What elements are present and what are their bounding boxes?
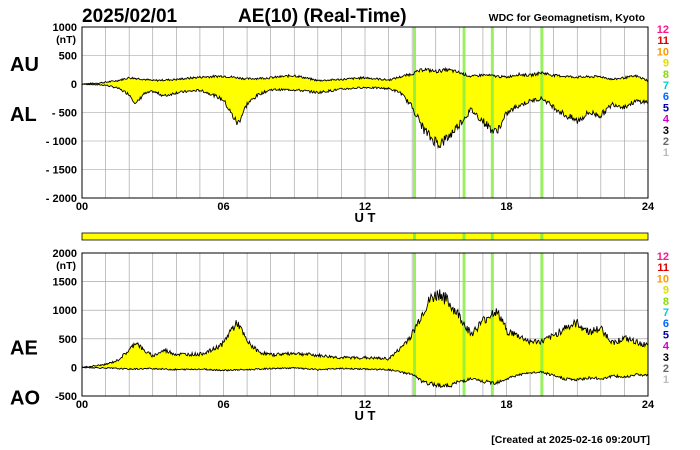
station-number: 6 <box>663 91 669 103</box>
series-line-ao <box>81 366 649 388</box>
date-label: 2025/02/01 <box>82 6 178 27</box>
title-label: AE(10) (Real-Time) <box>238 6 407 27</box>
area-fill <box>82 289 648 388</box>
station-number: 7 <box>663 80 669 92</box>
station-number: 10 <box>657 46 669 58</box>
data-gap-mark <box>413 253 417 396</box>
station-number: 11 <box>657 262 669 274</box>
strip-gap-mark <box>490 233 494 240</box>
data-gap-mark <box>540 27 544 198</box>
y-tick-label: 1500 <box>53 277 77 289</box>
data-availability-strip <box>81 232 649 241</box>
station-number: 9 <box>663 285 669 297</box>
station-number: 1 <box>663 374 669 386</box>
x-tick-label: 24 <box>642 201 655 213</box>
station-number: 5 <box>663 102 669 114</box>
created-label: [Created at 2025-02-16 09:20UT] <box>491 434 650 446</box>
station-number: 11 <box>657 35 669 47</box>
series-label-au: AU <box>10 54 39 76</box>
x-tick-label: 24 <box>642 399 655 411</box>
x-tick-label: 18 <box>500 201 512 213</box>
series-label-ao: AO <box>10 387 40 409</box>
station-number: 9 <box>663 58 669 70</box>
data-gap-mark <box>462 27 466 198</box>
data-gap-mark <box>490 253 494 396</box>
area-fill <box>82 68 648 148</box>
series-line-au <box>81 66 649 85</box>
y-unit-label: (nT) <box>56 34 76 46</box>
strip-gap-mark <box>413 233 417 240</box>
y-tick-label: - 1500 <box>46 165 77 177</box>
station-number: 3 <box>663 352 669 364</box>
y-tick-label: - 500 <box>52 108 77 120</box>
station-number: 8 <box>663 69 669 81</box>
station-number: 10 <box>657 273 669 285</box>
station-number: 4 <box>663 341 670 353</box>
station-number: 2 <box>663 363 669 375</box>
y-tick-label: - 1000 <box>46 136 77 148</box>
y-tick-label: 500 <box>59 334 77 346</box>
station-number: 3 <box>663 125 669 137</box>
x-tick-label: 12 <box>359 399 371 411</box>
data-gap-mark <box>540 253 544 396</box>
y-tick-label: 2000 <box>53 248 77 260</box>
x-tick-label: 06 <box>217 399 229 411</box>
x-tick-label: 00 <box>76 201 88 213</box>
station-number: 7 <box>663 307 669 319</box>
ae-ao-panel: 2000 1500 1000 500 0 -500 (nT) 00 06 12 18 24 U T AE A… <box>10 248 655 423</box>
y-unit-label: (nT) <box>56 260 76 272</box>
y-tick-label: - 2000 <box>46 193 77 205</box>
y-tick-label: 500 <box>59 51 77 63</box>
series-line-ae <box>81 289 649 368</box>
x-tick-label: 12 <box>359 201 371 213</box>
plot-frame <box>81 252 649 397</box>
station-number: 2 <box>663 136 669 148</box>
y-tick-label: 1000 <box>53 22 77 34</box>
y-tick-label: 1000 <box>53 305 77 317</box>
x-axis-label: U T <box>355 210 376 225</box>
x-tick-label: 18 <box>500 399 512 411</box>
x-tick-label: 06 <box>217 201 229 213</box>
data-gap-mark <box>462 253 466 396</box>
y-tick-label: -500 <box>55 391 77 403</box>
series-line-al <box>81 83 649 150</box>
y-tick-label: 0 <box>71 79 77 91</box>
strip-bar <box>81 232 649 241</box>
plot-frame <box>81 26 649 199</box>
station-number: 6 <box>663 318 669 330</box>
station-number: 8 <box>663 296 669 308</box>
series-label-ae: AE <box>10 337 38 359</box>
au-al-panel: 1000 500 0 - 500 - 1000 - 1500 - 2000 (nT) 00 06 1… <box>10 22 655 225</box>
source-label: WDC for Geomagnetism, Kyoto <box>489 12 645 24</box>
strip-gap-mark <box>462 233 466 240</box>
station-number: 1 <box>663 147 669 159</box>
station-number: 12 <box>657 24 669 36</box>
station-number: 4 <box>663 114 670 126</box>
data-gap-mark <box>490 27 494 198</box>
x-tick-label: 00 <box>76 399 88 411</box>
series-label-al: AL <box>10 104 37 126</box>
station-number: 12 <box>657 251 669 263</box>
strip-gap-mark <box>540 233 544 240</box>
y-tick-label: 0 <box>71 362 77 374</box>
x-axis-label: U T <box>355 408 376 423</box>
station-number: 5 <box>663 329 669 341</box>
